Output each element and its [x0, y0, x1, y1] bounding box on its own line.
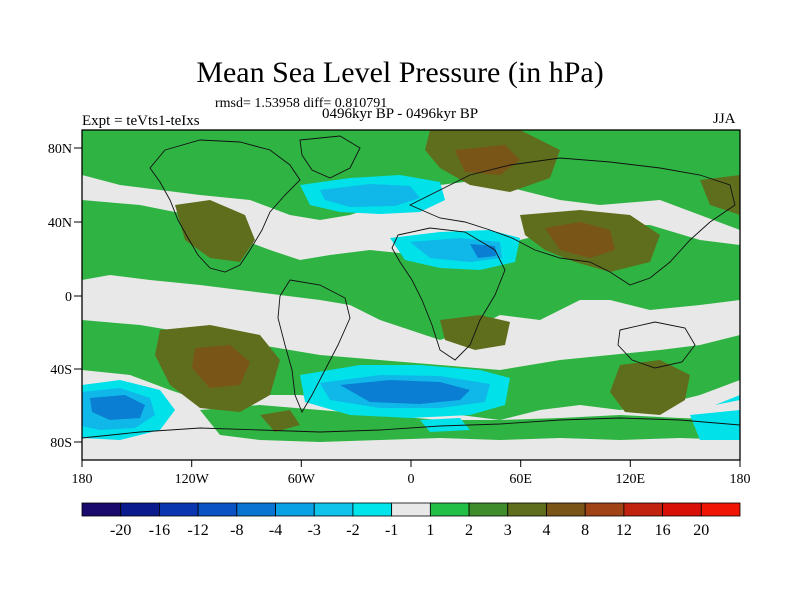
colorbar-label: 4	[542, 522, 550, 539]
colorbar-box	[623, 502, 663, 517]
lon-label-120w: 120W	[175, 472, 210, 487]
lon-label-60e: 60E	[509, 472, 532, 487]
colorbar-box	[120, 502, 160, 517]
colorbar-label: -1	[385, 522, 398, 539]
australia-coast	[617, 321, 696, 369]
africa-coast	[391, 227, 506, 361]
lat-label-80n: 80N	[48, 142, 72, 157]
colorbar-label: -3	[308, 522, 321, 539]
colorbar-box	[352, 502, 393, 517]
chart-title: Mean Sea Level Pressure (in hPa)	[196, 56, 604, 89]
colorbar-box	[546, 502, 586, 517]
positive-anomaly-4-8	[192, 145, 615, 388]
pressure-field	[82, 130, 740, 460]
colorbar-box	[700, 502, 741, 517]
greenland-coast	[299, 135, 361, 179]
colorbar-label: -16	[149, 522, 170, 539]
colorbar-label: -20	[110, 522, 131, 539]
colorbar-box	[662, 502, 702, 517]
lon-label-120e: 120E	[616, 472, 646, 487]
colorbar-box	[468, 502, 509, 517]
negative-anomaly-3-4	[90, 244, 496, 420]
colorbar-box	[197, 502, 238, 517]
colorbar-label: 3	[504, 522, 512, 539]
colorbar	[81, 502, 741, 517]
colorbar-box	[81, 502, 122, 517]
lon-label-0: 0	[408, 472, 415, 487]
season-label: JJA	[713, 111, 736, 127]
colorbar-label: -8	[230, 522, 243, 539]
lat-label-40s: 40S	[50, 363, 72, 378]
lat-label-0: 0	[65, 290, 72, 305]
colorbar-label: 1	[426, 522, 434, 539]
lon-label-180e: 180	[730, 472, 751, 487]
longitude-axis: 180 120W 60W 0 60E 120E 180	[72, 460, 751, 487]
colorbar-labels: -20 -16 -12 -8 -4 -3 -2 -1 1 2 3 4 8 12 16 20	[110, 522, 709, 539]
colorbar-box	[391, 502, 431, 517]
rmsd-diff-stats: rmsd= 1.53958 diff= 0.810791	[215, 96, 388, 111]
colorbar-label: -2	[346, 522, 359, 539]
colorbar-label: -4	[269, 522, 282, 539]
colorbar-label: -12	[187, 522, 208, 539]
lat-label-40n: 40N	[48, 216, 72, 231]
latitude-axis: 80N 40N 0 40S 80S	[48, 142, 82, 451]
experiment-label: Expt = teVts1-teIxs	[82, 113, 200, 129]
colorbar-label: 2	[465, 522, 473, 539]
lon-label-60w: 60W	[288, 472, 316, 487]
lon-label-180w: 180	[72, 472, 93, 487]
colorbar-box	[584, 502, 625, 517]
colorbar-label: 8	[581, 522, 589, 539]
colorbar-box	[159, 502, 199, 517]
eurasia-coast	[408, 157, 736, 286]
colorbar-box	[507, 502, 547, 517]
lat-label-80s: 80S	[50, 436, 72, 451]
period-label: 0496kyr BP - 0496kyr BP	[322, 106, 479, 122]
south-america-coast	[277, 279, 351, 414]
colorbar-box	[236, 502, 276, 517]
north-america-coast	[149, 139, 301, 273]
colorbar-label: 12	[616, 522, 632, 539]
colorbar-label: 20	[693, 522, 709, 539]
colorbar-box	[275, 502, 315, 517]
colorbar-label: 16	[655, 522, 671, 539]
coastlines	[82, 135, 740, 439]
colorbar-box	[313, 502, 354, 517]
colorbar-box	[429, 502, 470, 517]
antarctica-coast	[82, 417, 740, 439]
